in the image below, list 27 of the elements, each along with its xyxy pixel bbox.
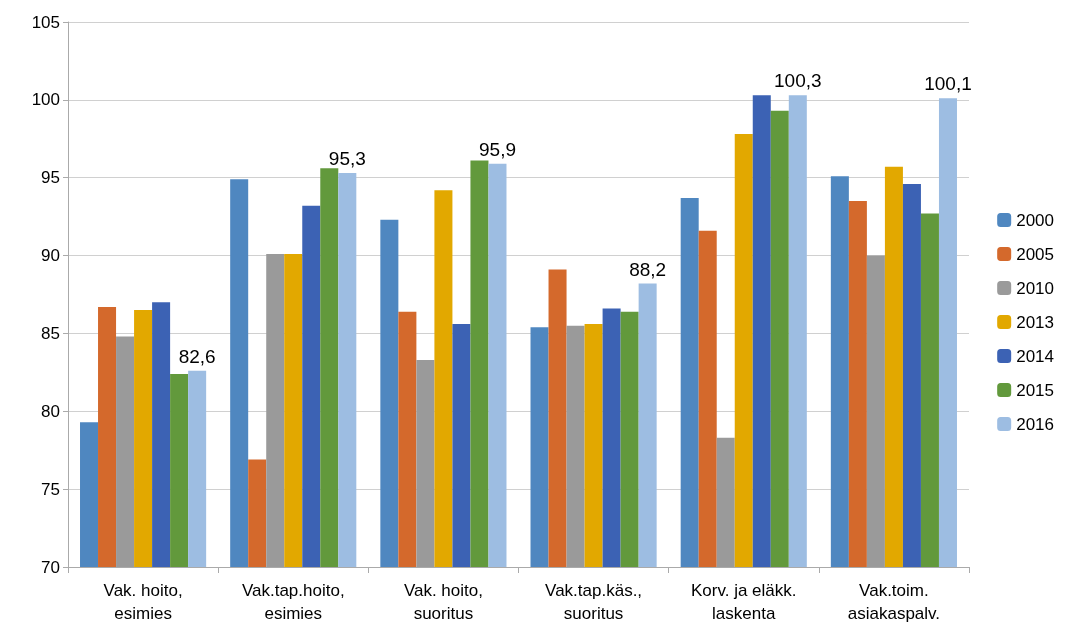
legend-label: 2014 xyxy=(1016,346,1055,366)
y-tick-label: 95 xyxy=(41,168,60,188)
legend-label: 2015 xyxy=(1016,380,1055,400)
data-label: 82,6 xyxy=(178,345,216,367)
y-tick-label: 80 xyxy=(41,401,60,421)
data-label: 100,1 xyxy=(924,73,972,95)
data-label: 95,3 xyxy=(328,148,366,170)
y-tick-label: 75 xyxy=(41,479,60,499)
y-tick-label: 85 xyxy=(41,323,60,343)
x-tick-label: Vak.toim. asiakaspalv. xyxy=(847,581,941,623)
legend-label: 2010 xyxy=(1016,278,1055,298)
y-tick-label: 70 xyxy=(41,557,60,577)
legend-label: 2005 xyxy=(1016,244,1055,264)
y-tick-label: 100 xyxy=(31,90,60,110)
x-tick-label: Vak.tap.hoito, esimies xyxy=(241,581,345,623)
legend-label: 2016 xyxy=(1016,414,1055,434)
x-tick-label: Vak. hoito, suoritus xyxy=(403,581,483,623)
x-tick-label: Korv. ja eläkk. laskenta xyxy=(690,581,797,623)
y-tick-label: 105 xyxy=(31,12,60,32)
y-tick-label: 90 xyxy=(41,246,60,266)
data-label: 95,9 xyxy=(478,138,516,160)
data-label: 100,3 xyxy=(774,70,822,92)
legend-label: 2000 xyxy=(1016,210,1055,230)
x-tick-label: Vak. hoito, esimies xyxy=(103,581,183,623)
data-label: 88,2 xyxy=(629,258,667,280)
legend-label: 2013 xyxy=(1016,312,1055,332)
x-tick-label: Vak.tap.käs., suoritus xyxy=(545,581,643,623)
